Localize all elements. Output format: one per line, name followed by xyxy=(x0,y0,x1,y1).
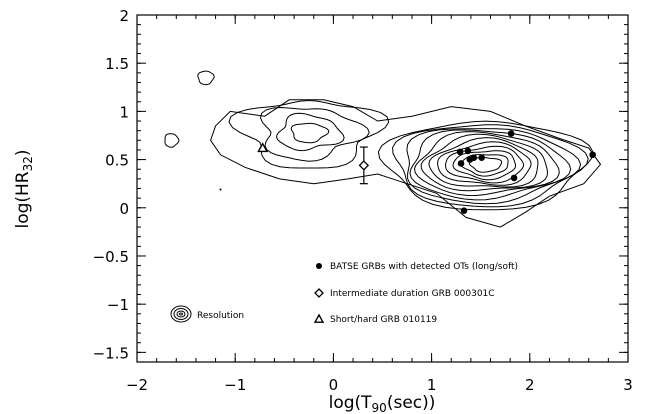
y-axis-label: log(HR32) xyxy=(13,149,35,228)
x-tick-label: 2 xyxy=(525,376,535,394)
data-point xyxy=(589,151,596,159)
legend: BATSE GRBs with detected OTs (long/soft)… xyxy=(313,262,518,325)
data-point xyxy=(257,142,269,153)
legend-entry-label: BATSE GRBs with detected OTs (long/soft) xyxy=(330,262,518,272)
data-point xyxy=(358,160,370,171)
y-tick-label: 0.5 xyxy=(105,152,129,170)
x-tick-label: 1 xyxy=(427,376,437,394)
contour-island xyxy=(164,133,180,148)
data-point xyxy=(464,147,472,155)
y-tick-label: 0 xyxy=(119,200,129,218)
x-tick-label: −1 xyxy=(224,376,246,394)
contour-primary-ring xyxy=(392,124,589,208)
contour-primary-ring xyxy=(377,120,594,211)
density-contours xyxy=(164,70,602,228)
axis-ticks xyxy=(136,14,629,363)
y-tick-label: −1 xyxy=(107,296,129,314)
contour-island xyxy=(197,70,215,86)
x-tick-label: 3 xyxy=(623,376,633,394)
contour-secondary-ring xyxy=(290,122,330,144)
axis-tick-labels: −2 −1 0 1 2 3 −1.5 −1 −0.5 0 0.5 1 1.5 2 xyxy=(93,7,633,394)
data-point xyxy=(460,207,468,214)
data-point xyxy=(457,160,465,167)
contour-speck xyxy=(219,188,222,191)
y-tick-label: 1.5 xyxy=(105,55,129,73)
x-axis-label: log(T90(sec)) xyxy=(329,393,436,414)
plot-frame xyxy=(136,14,629,363)
contour-secondary-ring xyxy=(276,112,345,152)
y-tick-label: −0.5 xyxy=(93,248,129,266)
data-point xyxy=(478,154,485,161)
contour-outer xyxy=(210,99,602,228)
resolution-label: Resolution xyxy=(197,311,244,321)
contour-primary-ring xyxy=(409,129,572,201)
data-point xyxy=(507,130,515,137)
contour-primary-ring xyxy=(406,128,582,205)
data-point xyxy=(456,148,464,156)
contour-secondary-ring xyxy=(228,99,390,169)
legend-marker xyxy=(314,288,324,298)
y-tick-label: 1 xyxy=(119,103,129,121)
legend-entry-label: Short/hard GRB 010119 xyxy=(330,315,437,325)
legend-marker xyxy=(316,263,322,269)
resolution-indicator xyxy=(170,305,192,323)
y-tick-label: 2 xyxy=(119,7,129,25)
contour-primary-ring xyxy=(452,150,517,181)
x-tick-label: 0 xyxy=(329,376,339,394)
contour-primary-ring xyxy=(445,145,525,184)
legend-entry-label: Intermediate duration GRB 000301C xyxy=(330,289,495,299)
contour-primary-ring xyxy=(437,141,532,186)
contour-primary-ring xyxy=(428,137,539,188)
contour-primary-ring xyxy=(420,133,549,192)
y-tick-label: −1.5 xyxy=(93,344,129,362)
data-point xyxy=(466,156,474,163)
data-points xyxy=(219,130,596,214)
contour-primary-ring xyxy=(413,131,560,197)
contour-primary-ring xyxy=(468,156,503,173)
legend-marker xyxy=(313,313,325,323)
x-tick-label: −2 xyxy=(126,376,148,394)
contour-secondary-ring xyxy=(259,106,370,162)
data-point xyxy=(510,174,518,182)
